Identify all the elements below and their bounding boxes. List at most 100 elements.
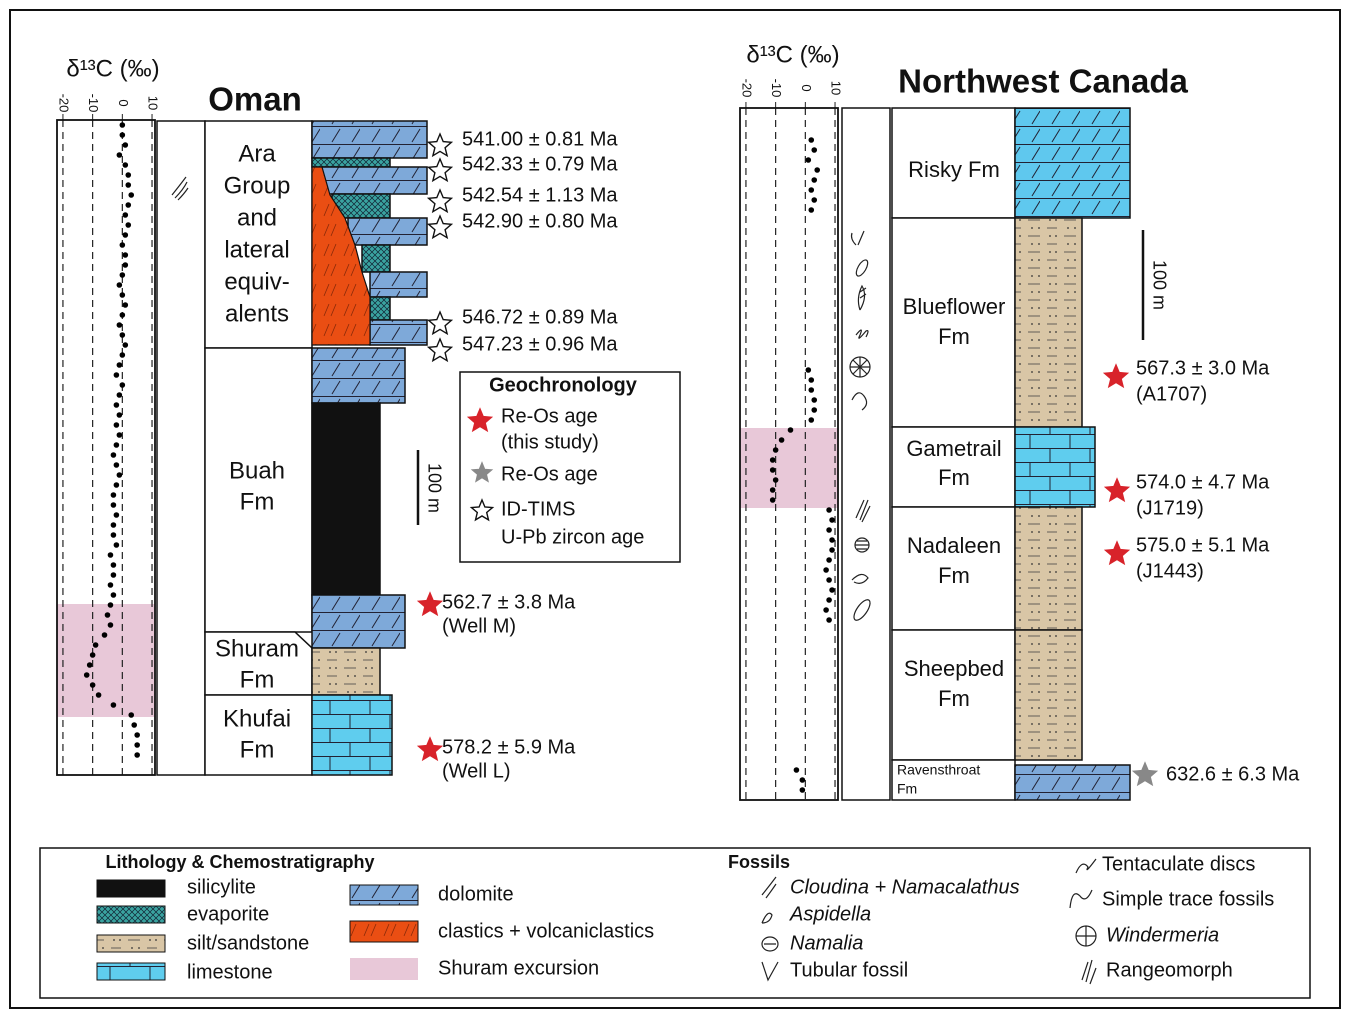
geochron-legend: [459, 371, 681, 563]
d13c-point: [811, 407, 818, 413]
d13c-point: [101, 632, 108, 638]
d13c-point: [787, 427, 794, 433]
formation-name: Buah: [229, 457, 285, 484]
aspidella-icon: [855, 259, 869, 277]
d13c-point: [89, 682, 96, 688]
d13c-point: [110, 492, 117, 498]
d13c-point: [823, 607, 829, 613]
d13c-point: [89, 652, 96, 658]
x-tick-label: 10: [146, 96, 161, 110]
lithology-bed: [1014, 107, 1131, 219]
idtims-star: [426, 214, 454, 240]
age-label: 541.00 ± 0.81 Ma: [462, 128, 618, 150]
axis-label: δ¹³C (‰): [66, 55, 159, 82]
d13c-point: [119, 312, 126, 318]
formation-name: Fm: [897, 781, 917, 797]
d13c-point: [808, 137, 815, 143]
d13c-point: [122, 232, 129, 238]
legend-swatch: [96, 879, 166, 898]
legend-label: (this study): [501, 431, 599, 453]
d13c-point: [113, 372, 120, 378]
age-label: 562.7 ± 3.8 Ma: [442, 591, 576, 613]
x-tick-label: -10: [769, 79, 784, 98]
trace-icon: [851, 392, 868, 411]
legend-title: Fossils: [728, 852, 790, 872]
formation-name: Sheepbed: [904, 656, 1004, 681]
d13c-point: [769, 457, 776, 463]
d13c-point: [116, 322, 123, 328]
d13c-point: [823, 567, 829, 573]
d13c-point: [826, 577, 832, 583]
tentaculate-icon: [855, 329, 869, 339]
legend-label: clastics + volcaniclastics: [438, 920, 654, 942]
legend-swatch: [96, 905, 166, 924]
legend-label: evaporite: [187, 903, 269, 925]
age-label: 632.6 ± 6.3 Ma: [1166, 763, 1300, 785]
x-tick-label: 0: [116, 99, 131, 106]
d13c-point: [113, 462, 120, 468]
windermeria-lines: [850, 357, 870, 377]
formation-name: Fm: [240, 666, 275, 693]
age-label: (A1707): [1136, 383, 1207, 405]
d13c-point: [107, 552, 114, 558]
aspidella-icon: [853, 599, 871, 621]
d13c-point: [116, 392, 123, 398]
rangeomorph-icon: [1081, 959, 1097, 985]
d13c-point: [113, 542, 120, 548]
tentaculate-icon: [1075, 858, 1097, 874]
legend-label: Namalia: [790, 932, 863, 954]
formation-box: [891, 217, 1016, 428]
lithology-bed: [311, 647, 381, 696]
formation-name: Fm: [938, 686, 970, 711]
legend-label: silicylite: [187, 876, 256, 898]
cloudina-icon: [171, 176, 189, 201]
idtims-star: [426, 188, 454, 214]
formation-name: alents: [225, 300, 289, 327]
age-label: (Well L): [442, 760, 511, 782]
legend-label: limestone: [187, 961, 273, 983]
d13c-point: [122, 342, 129, 348]
d13c-point: [125, 172, 132, 178]
d13c-point: [134, 732, 140, 738]
d13c-point: [95, 692, 102, 698]
d13c-point: [110, 532, 117, 538]
trace-icon: [1069, 889, 1093, 909]
d13c-point: [808, 387, 815, 393]
lithology-bed: [1014, 764, 1131, 801]
d13c-point: [122, 252, 129, 258]
d13c-point: [125, 222, 132, 228]
lithology-bed: [1014, 426, 1096, 508]
legend-star: [470, 461, 494, 483]
d13c-point: [799, 777, 806, 783]
d13c-point: [122, 162, 129, 168]
age-label: 547.23 ± 0.96 Ma: [462, 333, 618, 355]
idtims-star: [426, 310, 454, 336]
formation-name: Fm: [240, 736, 275, 763]
formation-name: Fm: [938, 324, 970, 349]
d13c-point: [811, 177, 818, 183]
d13c-point: [811, 147, 818, 153]
d13c-point: [808, 377, 815, 383]
d13c-point: [119, 272, 126, 278]
legend-swatch: [96, 934, 166, 953]
legend-label: U-Pb zircon age: [501, 526, 644, 548]
namalia-icon: [761, 936, 779, 952]
d13c-point: [110, 572, 117, 578]
d13c-point: [826, 597, 832, 603]
age-label: 575.0 ± 5.1 Ma: [1136, 534, 1270, 556]
axis-label: δ¹³C (‰): [746, 41, 839, 68]
d13c-point: [119, 242, 126, 248]
age-label: 542.54 ± 1.13 Ma: [462, 184, 618, 206]
legend-label: Simple trace fossils: [1102, 888, 1274, 910]
d13c-point: [110, 502, 117, 508]
formation-name: Risky Fm: [908, 157, 1000, 182]
d13c-point: [769, 497, 776, 503]
age-label: (J1719): [1136, 497, 1204, 519]
fossil-column: [156, 120, 206, 776]
age-label: 546.72 ± 0.89 Ma: [462, 306, 618, 328]
cloudina-icon: [761, 876, 777, 899]
lithology-bed: [1014, 506, 1083, 631]
age-label: 542.90 ± 0.80 Ma: [462, 210, 618, 232]
legend-label: Windermeria: [1106, 924, 1219, 946]
legend-label: Cloudina + Namacalathus: [790, 876, 1020, 898]
